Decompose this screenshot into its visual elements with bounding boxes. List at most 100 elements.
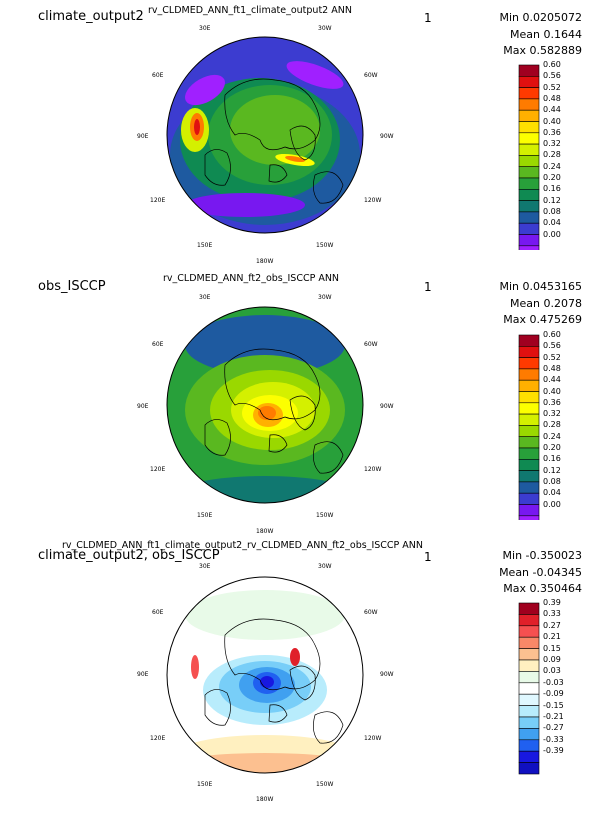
coastline	[268, 704, 288, 723]
colorbar-level-label: -0.03	[543, 677, 564, 687]
colorbar	[518, 64, 540, 250]
colorbar-box	[518, 379, 540, 392]
colorbar-box	[518, 143, 540, 156]
colorbar-box	[518, 459, 540, 471]
colorbar-box	[518, 750, 540, 763]
colorbar-box	[518, 671, 540, 684]
field-contour	[258, 406, 276, 420]
field-contour	[230, 95, 320, 165]
stat-max: Max 0.350464	[503, 582, 582, 595]
stat-max: Max 0.475269	[503, 313, 582, 326]
colorbar-box	[518, 368, 540, 381]
map-outline	[166, 306, 364, 504]
colorbar-level-label: 0.08	[543, 476, 561, 486]
colorbar-box	[518, 682, 540, 695]
colorbar-level-label: 0.48	[543, 363, 561, 373]
colorbar-box	[518, 98, 540, 111]
colorbar-level-label: 0.16	[543, 184, 561, 194]
colorbar-box	[518, 245, 540, 250]
colorbar-level-label: 0.44	[543, 105, 561, 115]
plot-title: rv_CLDMED_ANN_ft1_climate_output2_rv_CLD…	[62, 540, 424, 551]
field-contour	[185, 193, 305, 217]
colorbar-level-label: 0.21	[543, 632, 561, 642]
lon-label-90w: 90W	[380, 671, 394, 678]
colorbar-level-label: 0.03	[543, 666, 561, 676]
colorbar-box	[518, 189, 540, 201]
colorbar-box	[518, 447, 540, 460]
colorbar-box	[518, 391, 540, 404]
colorbar-box	[518, 109, 540, 122]
case-label: climate_output2	[38, 9, 144, 24]
colorbar-box	[518, 762, 540, 775]
colorbar-box	[518, 614, 540, 627]
colorbar-level-label: 0.40	[543, 116, 561, 126]
colorbar-box	[518, 659, 540, 672]
colorbar-level-label: 0.28	[543, 420, 561, 430]
colorbar-box	[518, 636, 540, 649]
lon-label-150w: 150W	[316, 242, 334, 249]
colorbar-level-label: 0.24	[543, 161, 561, 171]
field-contour	[286, 61, 344, 89]
lon-label-120w: 120W	[364, 735, 382, 742]
colorbar-level-label: 0.39	[543, 598, 561, 607]
stats-block: Min 0.0205072 Mean 0.1644 Max 0.582889	[476, 10, 583, 60]
panel-model: climate_output2 rv_CLDMED_ANN_ft1_climat…	[0, 0, 606, 270]
panel-difference: climate_output2, obs_ISCCP rv_CLDMED_ANN…	[0, 540, 606, 810]
colorbar-level-label: 0.40	[543, 386, 561, 396]
case-label: obs_ISCCP	[38, 279, 106, 294]
coastline	[224, 618, 321, 691]
lon-label-60w: 60W	[364, 609, 378, 616]
stats-block: Min 0.0453165 Mean 0.2078 Max 0.475269	[476, 279, 583, 329]
plot-title: rv_CLDMED_ANN_ft1_climate_output2 ANN	[148, 5, 352, 16]
colorbar-level-label: 0.48	[543, 93, 561, 103]
lon-label-120e: 120E	[150, 197, 166, 204]
field-contour	[285, 155, 305, 163]
colorbar-level-label: -0.27	[543, 723, 564, 733]
colorbar-level-label: 0.12	[543, 195, 561, 205]
lon-label-90e: 90E	[137, 671, 149, 678]
colorbar-level-label: 0.28	[543, 150, 561, 160]
colorbar-box	[518, 602, 540, 615]
colorbar-level-label: -0.15	[543, 700, 564, 710]
colorbar-level-label: 0.20	[543, 173, 561, 182]
colorbar-level-label: 0.27	[543, 620, 561, 630]
colorbar-level-label: 0.00	[543, 499, 561, 509]
colorbar-level-label: -0.09	[543, 689, 564, 699]
coastline	[268, 164, 288, 183]
colorbar-box	[518, 515, 540, 520]
plot-title: rv_CLDMED_ANN_ft2_obs_ISCCP ANN	[163, 273, 340, 284]
coastline	[224, 78, 321, 151]
colorbar-box	[518, 693, 540, 706]
colorbar-box	[518, 211, 540, 224]
field-contour	[191, 655, 199, 679]
colorbar	[518, 602, 540, 775]
polar-map	[166, 36, 364, 234]
coastline	[289, 125, 316, 161]
lon-label-60e: 60E	[152, 72, 164, 79]
coastline	[204, 149, 231, 186]
stat-mean: Mean -0.04345	[499, 565, 582, 579]
field-contour	[260, 676, 274, 688]
panel-observation: obs_ISCCP rv_CLDMED_ANN_ft2_obs_ISCCP AN…	[0, 270, 606, 540]
stat-mean: Mean 0.2078	[510, 296, 582, 310]
colorbar-level-label: 0.32	[543, 409, 561, 419]
colorbar-box	[518, 728, 540, 741]
colorbar-box	[518, 625, 540, 638]
units-label: 1	[424, 11, 432, 25]
colorbar-level-label: 0.52	[543, 82, 561, 92]
stat-mean: Mean 0.1644	[510, 27, 582, 41]
colorbar-box	[518, 177, 540, 190]
lon-label-180w: 180W	[256, 528, 274, 535]
field-contour	[194, 119, 200, 135]
lon-label-90e: 90E	[137, 133, 149, 140]
colorbar-box	[518, 234, 540, 247]
colorbar-box	[518, 200, 540, 213]
colorbar-box	[518, 155, 540, 168]
lon-label-90e: 90E	[137, 403, 149, 410]
lon-label-60w: 60W	[364, 341, 378, 348]
colorbar-box	[518, 470, 540, 483]
colorbar-level-label: 0.20	[543, 443, 561, 452]
colorbar-level-label: 0.08	[543, 206, 561, 216]
stat-min: Min -0.350023	[502, 549, 582, 562]
colorbar-box	[518, 132, 540, 145]
